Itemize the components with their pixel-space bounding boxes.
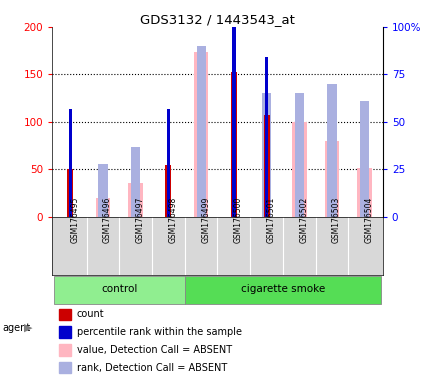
Text: count: count <box>77 310 105 319</box>
Text: GSM176495: GSM176495 <box>70 197 79 243</box>
Text: GSM176501: GSM176501 <box>266 197 275 243</box>
Bar <box>59 344 71 356</box>
Text: control: control <box>101 284 137 294</box>
Bar <box>230 73 236 217</box>
Text: cigarette smoke: cigarette smoke <box>240 284 324 294</box>
Text: GSM176504: GSM176504 <box>364 197 373 243</box>
Bar <box>59 362 71 374</box>
Text: GSM176500: GSM176500 <box>233 197 242 243</box>
Bar <box>59 326 71 338</box>
Text: GSM176499: GSM176499 <box>201 197 210 243</box>
Bar <box>291 122 306 217</box>
Text: ▶: ▶ <box>24 323 33 333</box>
Bar <box>196 46 205 217</box>
Bar <box>128 183 143 217</box>
Bar <box>54 276 184 303</box>
Bar <box>184 276 380 303</box>
Text: GSM176503: GSM176503 <box>331 197 340 243</box>
Text: agent: agent <box>2 323 30 333</box>
Bar <box>324 141 339 217</box>
Bar <box>165 165 171 217</box>
Bar <box>357 169 372 217</box>
Bar <box>327 84 336 217</box>
Bar <box>232 19 235 217</box>
Title: GDS3132 / 1443543_at: GDS3132 / 1443543_at <box>140 13 294 26</box>
Bar <box>166 109 170 217</box>
Bar <box>193 51 208 217</box>
Text: percentile rank within the sample: percentile rank within the sample <box>77 327 241 337</box>
Text: rank, Detection Call = ABSENT: rank, Detection Call = ABSENT <box>77 363 227 373</box>
Text: GSM176496: GSM176496 <box>103 197 112 243</box>
Bar <box>67 169 73 217</box>
Bar <box>131 147 140 217</box>
Bar <box>264 57 268 217</box>
Bar <box>294 93 303 217</box>
Bar <box>59 309 71 320</box>
Text: GSM176502: GSM176502 <box>299 197 308 243</box>
Bar <box>95 198 110 217</box>
Bar <box>69 109 72 217</box>
Text: value, Detection Call = ABSENT: value, Detection Call = ABSENT <box>77 345 232 355</box>
Bar <box>261 93 270 217</box>
Bar <box>98 164 107 217</box>
Text: GSM176498: GSM176498 <box>168 197 177 243</box>
Bar <box>359 101 368 217</box>
Bar <box>263 115 269 217</box>
Text: GSM176497: GSM176497 <box>135 197 145 243</box>
